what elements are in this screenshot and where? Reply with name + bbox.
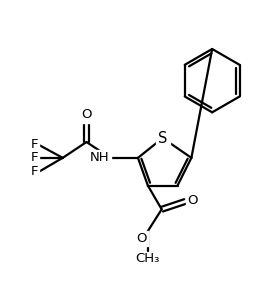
Text: F: F <box>31 165 38 178</box>
Text: F: F <box>31 151 38 164</box>
Text: S: S <box>158 130 167 146</box>
Text: O: O <box>81 108 92 121</box>
Text: O: O <box>188 194 198 207</box>
Text: CH₃: CH₃ <box>136 252 160 265</box>
Text: F: F <box>31 138 38 152</box>
Text: NH: NH <box>90 151 109 164</box>
Text: O: O <box>136 232 147 245</box>
